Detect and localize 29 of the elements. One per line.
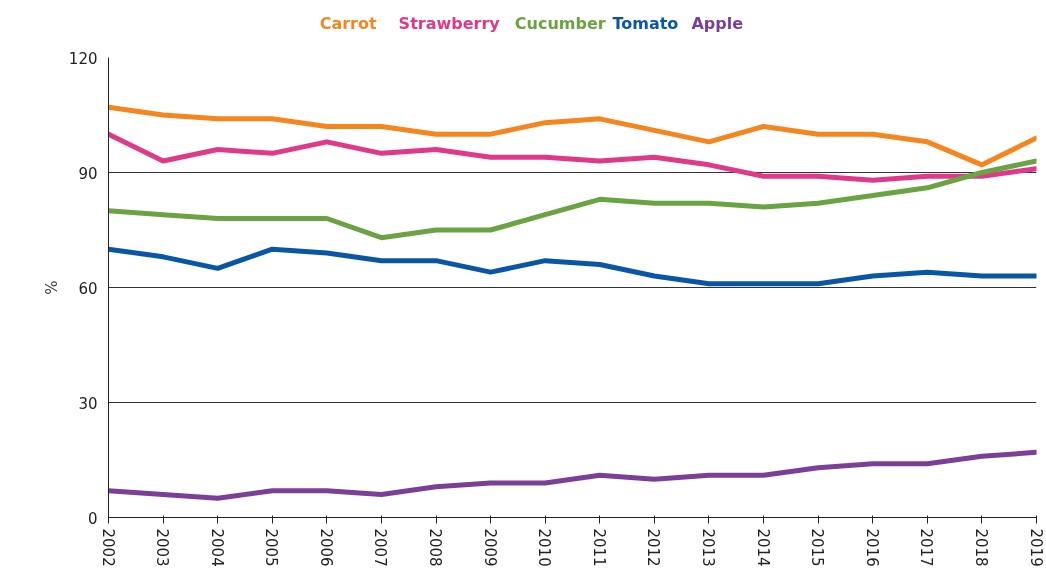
text: Tomato <box>612 14 679 33</box>
x-tick-label: 2015 <box>808 528 827 567</box>
x-tick-label: 2010 <box>535 528 554 567</box>
x-tick-label: 2018 <box>971 528 990 567</box>
x-tick-label: 2013 <box>698 528 717 567</box>
x-tick-label: 2009 <box>480 528 499 567</box>
y-axis-title: % <box>42 280 61 295</box>
x-tick-label: 2012 <box>644 528 663 567</box>
y-tick-label: 120 <box>68 49 98 68</box>
y-tick-label: 60 <box>78 279 98 298</box>
y-tick-label: 0 <box>87 509 98 528</box>
x-tick-label: 2016 <box>862 528 881 567</box>
x-tick-label: 2004 <box>207 528 226 567</box>
x-tick-label: 2005 <box>262 528 281 567</box>
text: Cucumber <box>514 14 606 33</box>
text: Carrot <box>319 14 377 33</box>
x-tick-label: 2019 <box>1026 528 1045 567</box>
x-tick-label: 2017 <box>917 528 936 567</box>
y-tick-label: 90 <box>78 164 98 183</box>
x-tick-label: 2006 <box>316 528 335 567</box>
x-tick-label: 2011 <box>589 528 608 567</box>
x-tick-label: 2002 <box>98 528 117 567</box>
x-tick-label: 2014 <box>753 528 772 567</box>
x-tick-label: 2007 <box>371 528 390 567</box>
text: Apple <box>691 14 744 33</box>
x-tick-label: 2008 <box>426 528 445 567</box>
y-tick-label: 30 <box>78 394 98 413</box>
text: Strawberry <box>398 14 501 33</box>
x-tick-label: 2003 <box>153 528 172 567</box>
